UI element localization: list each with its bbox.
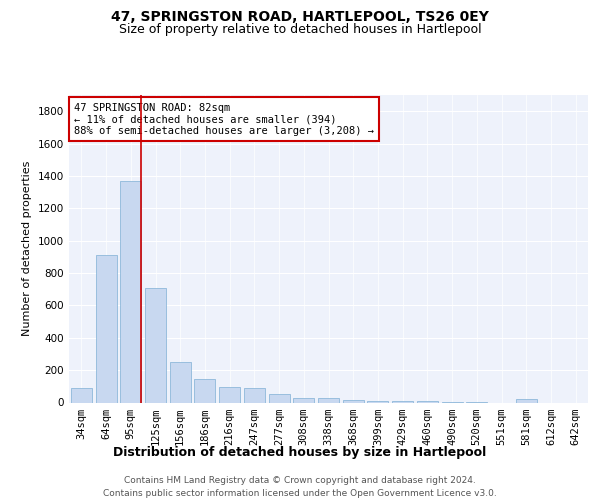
Text: 47 SPRINGSTON ROAD: 82sqm
← 11% of detached houses are smaller (394)
88% of semi: 47 SPRINGSTON ROAD: 82sqm ← 11% of detac… <box>74 102 374 136</box>
Bar <box>293 398 314 402</box>
Bar <box>516 400 537 402</box>
Bar <box>194 379 215 402</box>
Bar <box>269 394 290 402</box>
Text: Contains HM Land Registry data © Crown copyright and database right 2024.
Contai: Contains HM Land Registry data © Crown c… <box>103 476 497 498</box>
Text: Distribution of detached houses by size in Hartlepool: Distribution of detached houses by size … <box>113 446 487 459</box>
Text: 47, SPRINGSTON ROAD, HARTLEPOOL, TS26 0EY: 47, SPRINGSTON ROAD, HARTLEPOOL, TS26 0E… <box>111 10 489 24</box>
Bar <box>367 401 388 402</box>
Y-axis label: Number of detached properties: Number of detached properties <box>22 161 32 336</box>
Bar <box>120 181 141 402</box>
Bar <box>343 400 364 402</box>
Bar <box>219 387 240 402</box>
Text: Size of property relative to detached houses in Hartlepool: Size of property relative to detached ho… <box>119 22 481 36</box>
Bar <box>244 388 265 402</box>
Bar <box>95 255 116 402</box>
Bar <box>392 401 413 402</box>
Bar <box>417 401 438 402</box>
Bar <box>170 362 191 403</box>
Bar <box>318 398 339 402</box>
Bar <box>71 388 92 402</box>
Bar <box>145 288 166 403</box>
